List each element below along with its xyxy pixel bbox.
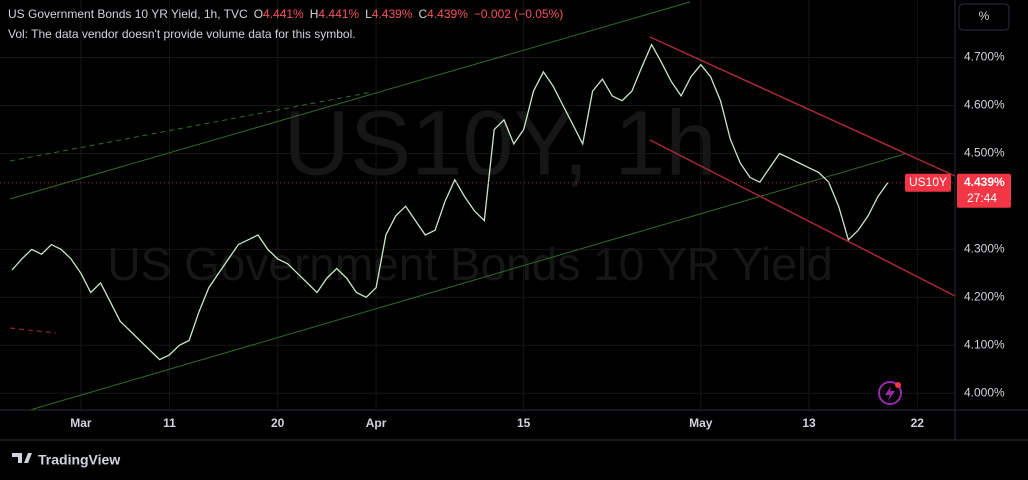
legend-item: H	[310, 7, 319, 21]
x-tick-label: 11	[163, 416, 176, 430]
symbol-tag: US10Y	[909, 175, 947, 189]
price-line	[11, 43, 889, 361]
trend-line	[649, 139, 956, 297]
x-tick-label: Mar	[70, 416, 92, 430]
legend-item: C	[419, 7, 428, 21]
price-tag-box	[957, 173, 1011, 208]
x-tick-label: 15	[517, 416, 531, 430]
trend-line	[9, 327, 57, 334]
legend-item: 4.439%	[427, 7, 468, 21]
x-tick-label: 20	[271, 416, 285, 430]
legend-item: US Government Bonds 10 YR Yield, 1h, TVC	[8, 7, 248, 21]
legend-item: L	[365, 7, 372, 21]
notify-dot	[895, 382, 901, 388]
legend-item: −0.002 (−0.05%)	[474, 7, 563, 21]
trend-line	[649, 36, 956, 177]
x-tick-label: Apr	[366, 416, 387, 430]
trend-line	[9, 1, 691, 200]
watermark-name: US Government Bonds 10 YR Yield	[107, 238, 832, 290]
legend-item: 4.441%	[263, 7, 304, 21]
volume-note: Vol: The data vendor doesn't provide vol…	[8, 27, 356, 41]
axes: 4.000% 4.100% 4.200% 4.300% 4.500% 4.600% 4.70…	[70, 50, 1011, 430]
legend-item: O	[254, 7, 263, 21]
y-tick-label: 4.700%	[964, 50, 1005, 64]
symbol-tag-box	[905, 173, 951, 192]
price-tag: 4.439%	[964, 175, 1005, 189]
countdown: 27:44	[967, 191, 997, 205]
grid	[0, 0, 955, 410]
trend-line	[9, 91, 373, 162]
plot	[0, 43, 955, 361]
x-tick-label: 22	[911, 416, 925, 430]
scale-button-label[interactable]: %	[979, 9, 990, 23]
y-tick-label: 4.600%	[964, 98, 1005, 112]
legend-line: US Government Bonds 10 YR Yield, 1h, TVC…	[8, 7, 563, 21]
x-tick-label: 13	[802, 416, 816, 430]
scale-button[interactable]	[958, 3, 1010, 31]
y-tick-label: 4.000%	[964, 385, 1005, 399]
flash-icon[interactable]	[878, 381, 902, 405]
legend-item: 4.441%	[318, 7, 359, 21]
flash-glyph	[885, 386, 895, 401]
y-tick-label: 4.300%	[964, 242, 1005, 256]
y-tick-label: 4.500%	[964, 146, 1005, 160]
brand-logo	[12, 453, 32, 463]
brand[interactable]: TradingView	[38, 452, 120, 468]
y-tick-label: 4.100%	[964, 337, 1005, 351]
legend-item: 4.439%	[372, 7, 413, 21]
watermark-symbol: US10Y, 1h	[283, 92, 716, 194]
x-tick-label: May	[689, 416, 713, 430]
y-tick-label: 4.200%	[964, 289, 1005, 303]
